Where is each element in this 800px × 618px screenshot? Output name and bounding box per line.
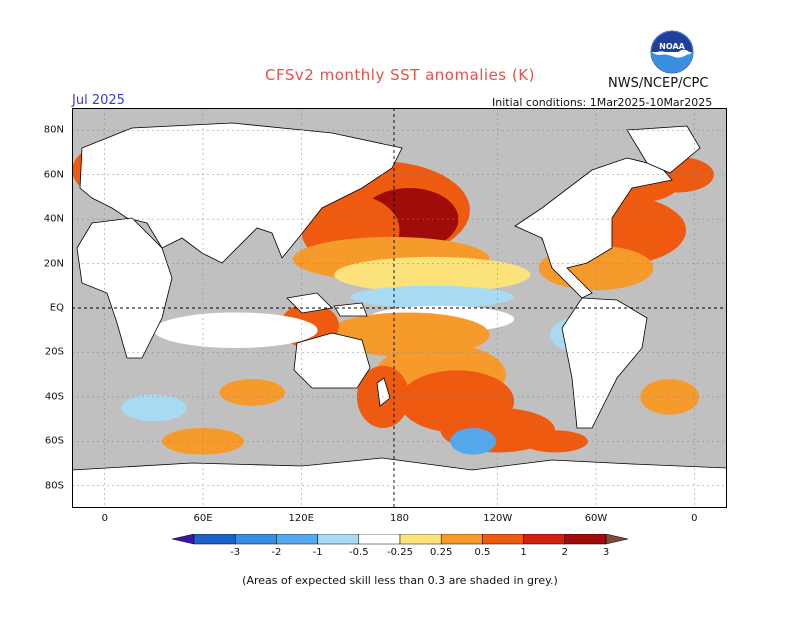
sst-anomaly-map [72, 108, 727, 508]
anomaly-patch [121, 394, 187, 422]
land-greenland [626, 125, 701, 174]
land-antarctica [72, 457, 727, 508]
land-africa [76, 217, 173, 359]
longitude-label: 0 [101, 513, 108, 524]
land-new-guinea [333, 302, 368, 317]
latitude-label: 40N [43, 213, 64, 225]
latitude-label: 20N [43, 258, 64, 270]
noaa-logo: NOAA [650, 30, 694, 74]
colorbar-segment [564, 534, 607, 545]
anomaly-patch [640, 379, 700, 415]
colorbar-segments [172, 534, 628, 545]
colorbar-tick-label: 0.25 [430, 547, 453, 558]
longitude-label: 180 [389, 513, 410, 524]
latitude-label: 60S [44, 435, 64, 447]
longitude-label: 120W [483, 513, 513, 524]
colorbar-tick-label: 1 [520, 547, 527, 558]
map-frame [72, 108, 727, 508]
longitude-label: 120E [288, 513, 314, 524]
colorbar-tick-label: -0.25 [387, 547, 413, 558]
colorbar-tick-label: 0.5 [474, 547, 491, 558]
land-north-america [514, 157, 673, 299]
colorbar-segment [193, 534, 236, 545]
latitude-label: 40S [44, 391, 64, 403]
land-layer [72, 122, 727, 508]
colorbar-segment [317, 534, 360, 545]
latitude-label: EQ [49, 302, 64, 314]
colorbar-tick-label: 3 [602, 547, 610, 558]
colorbar-segment [276, 534, 318, 545]
latitude-label: 80N [43, 124, 64, 136]
colorbar-segment [358, 534, 401, 545]
longitude-label: 60W [584, 513, 608, 524]
footnote: (Areas of expected skill less than 0.3 a… [242, 574, 558, 587]
anomaly-patch [334, 256, 531, 293]
latitude-label: 80S [44, 480, 64, 492]
colorbar-tick-label: -2 [271, 547, 282, 558]
initial-conditions: Initial conditions: 1Mar2025-10Mar2025 [492, 96, 713, 109]
anomaly-patch [522, 430, 588, 453]
land-south-america [561, 297, 648, 429]
colorbar-segment [172, 534, 195, 545]
colorbar-tick-label: -1 [312, 547, 323, 558]
land-europe-asia [79, 122, 403, 264]
longitude-label: 60E [193, 513, 213, 524]
forecast-month: Jul 2025 [72, 93, 125, 108]
anomaly-patch [350, 285, 515, 308]
map-title: CFSv2 monthly SST anomalies (K) [265, 66, 535, 84]
colorbar-segment [399, 534, 442, 545]
anomaly-patch [219, 379, 285, 406]
colorbar-segment [234, 534, 277, 545]
colorbar-tick-label: -3 [230, 547, 241, 558]
anomaly-patch [153, 312, 318, 348]
longitude-label: 0 [691, 513, 698, 524]
latitude-label: 60N [43, 169, 64, 181]
colorbar-segment [482, 534, 524, 545]
colorbar-tick-label: 2 [561, 547, 568, 558]
land-new-zealand [376, 377, 391, 407]
colorbar-segment [440, 534, 483, 545]
colorbar-segment [523, 534, 566, 545]
colorbar-tick-label: -0.5 [349, 547, 369, 558]
latitude-label: 20S [44, 346, 64, 358]
land-australia [293, 332, 371, 389]
colorbar-segment [605, 534, 628, 545]
noaa-logo-text: NOAA [659, 42, 685, 51]
agency-label: NWS/NCEP/CPC [608, 76, 709, 91]
colorbar [172, 534, 628, 545]
